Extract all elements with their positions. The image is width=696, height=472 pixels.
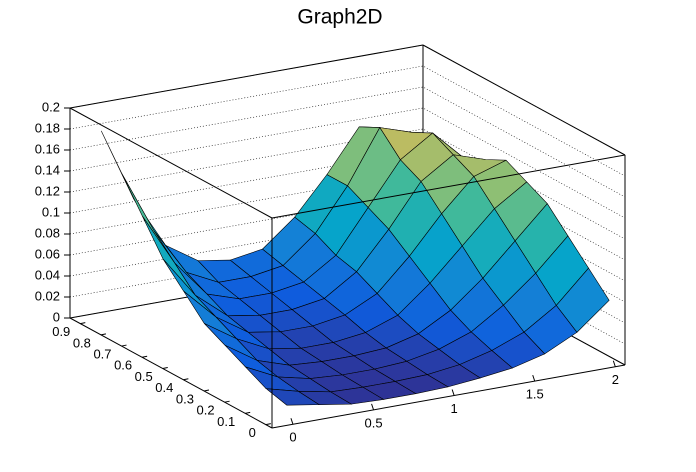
y-tick-label: 0.8 [73, 335, 91, 350]
y-tick [80, 322, 86, 325]
z-tick-label: 0.14 [35, 162, 60, 177]
y-tick-label: 0.4 [155, 380, 173, 395]
y-tick-label: 0.6 [114, 358, 132, 373]
y-tick [203, 389, 210, 392]
z-tick-label: 0.02 [35, 288, 60, 303]
surface-cell [100, 130, 155, 232]
z-tick-label: 0.04 [35, 267, 60, 282]
chart-title: Graph2D [297, 6, 382, 29]
z-tick-label: 0.1 [42, 204, 60, 219]
y-tick [245, 411, 251, 414]
y-tick [183, 378, 189, 381]
x-tick-label: 1.5 [526, 387, 544, 402]
x-tick [451, 389, 455, 396]
x-tick-label: 2 [612, 372, 619, 387]
z-tick-label: 0.06 [35, 246, 60, 261]
z-tick-label: 0.08 [35, 225, 60, 240]
z-tick-label: 0.18 [35, 120, 60, 135]
front-edge [69, 107, 273, 219]
y-tick [224, 400, 230, 403]
z-tick-label: 0.16 [35, 141, 60, 156]
x-tick [612, 360, 616, 367]
x-tick [371, 403, 375, 411]
y-tick [142, 355, 148, 358]
y-tick-label: 0.5 [135, 369, 153, 384]
front-edge [271, 154, 626, 219]
axis-line [69, 317, 273, 429]
y-tick [100, 333, 107, 336]
y-tick [265, 423, 271, 426]
y-tick [121, 344, 127, 347]
z-tick-label: 0.2 [42, 99, 60, 114]
x-tick-label: 0 [289, 430, 296, 445]
y-tick-label: 0.9 [52, 324, 70, 339]
y-tick-label: 0.2 [197, 403, 215, 418]
x-tick [532, 374, 536, 382]
y-tick-label: 0.1 [217, 414, 235, 429]
y-tick-label: 0.3 [176, 391, 194, 406]
x-tick [290, 418, 294, 425]
z-tick-label: 0.12 [35, 183, 60, 198]
x-tick-label: 0.5 [365, 415, 383, 430]
surface-cell [265, 388, 321, 406]
back-edge [69, 44, 424, 109]
z-tick-label: 0 [53, 309, 60, 324]
y-tick-label: 0 [249, 425, 256, 440]
axis-line [271, 364, 626, 429]
grid-line [69, 44, 626, 156]
y-tick-label: 0.7 [93, 346, 111, 361]
x-tick-label: 1 [451, 401, 458, 416]
y-tick [162, 367, 168, 370]
